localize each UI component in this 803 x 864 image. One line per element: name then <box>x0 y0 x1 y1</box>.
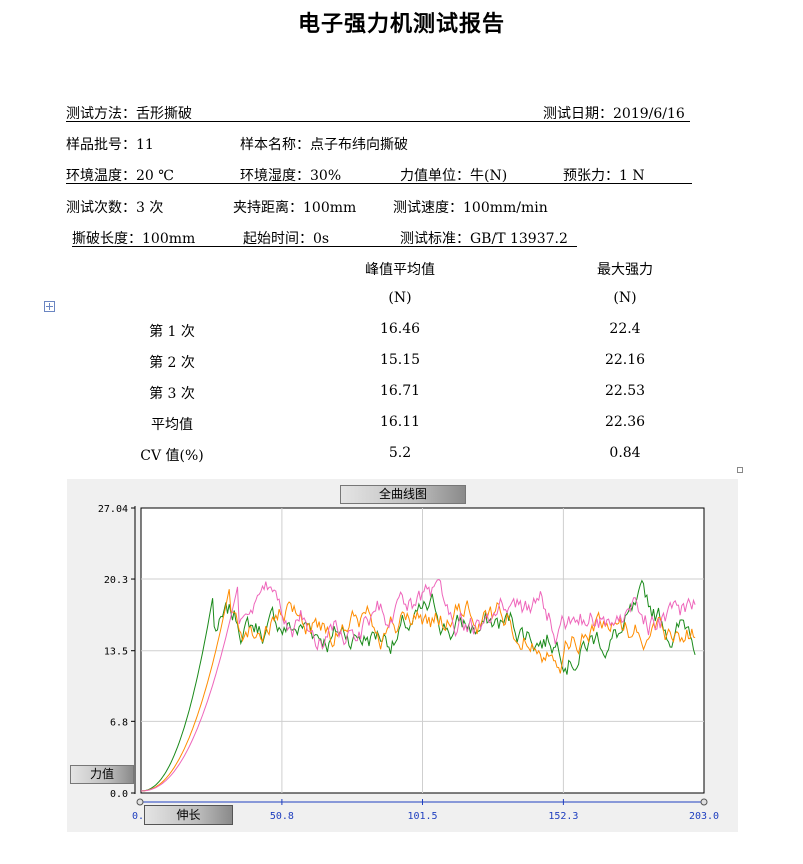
report-title: 电子强力机测试报告 <box>297 11 505 37</box>
chart-title-button[interactable]: 全曲线图 <box>340 485 466 504</box>
cell-peak-avg: 15.15 <box>379 352 421 368</box>
pretension: 预张力：1 N <box>563 168 645 184</box>
row-label: CV 值(%) <box>140 448 204 464</box>
force-unit: 力值单位：牛(N) <box>400 168 508 184</box>
clamp-distance: 夹持距离：100mm <box>233 200 357 216</box>
row-label: 第 1 次 <box>149 324 195 340</box>
header-max-force: 最大强力 <box>597 262 653 278</box>
test-count: 测试次数：3 次 <box>66 200 164 216</box>
table-move-handle-icon[interactable] <box>44 301 55 312</box>
cell-max-force: 22.53 <box>604 383 646 399</box>
y-tick-label: 0.0 <box>110 789 128 800</box>
test-standard: 测试标准：GB/T 13937.2 <box>400 231 568 247</box>
y-tick-label: 13.5 <box>104 647 128 658</box>
cell-peak-avg: 16.11 <box>379 414 421 430</box>
x-axis-end-handle <box>700 798 708 806</box>
row-label: 第 3 次 <box>149 386 195 402</box>
test-method: 测试方法：舌形撕破 <box>66 106 192 122</box>
cell-peak-avg: 16.71 <box>379 383 421 399</box>
start-time: 起始时间：0s <box>243 231 330 247</box>
y-tick-label: 27.04 <box>98 504 128 515</box>
sample-name: 样本名称：点子布纬向撕破 <box>240 137 408 153</box>
unit-max-force: (N) <box>613 290 637 306</box>
x-tick-label: 0.0 <box>132 811 150 822</box>
divider-3 <box>72 246 577 247</box>
series-line-3 <box>141 578 696 792</box>
series-line-2 <box>141 589 696 792</box>
x-tick-label: 50.8 <box>270 811 294 822</box>
tear-length: 撕破长度：100mm <box>72 231 196 247</box>
y-tick-label: 20.3 <box>104 575 128 586</box>
cell-max-force: 22.4 <box>609 321 641 337</box>
test-speed: 测试速度：100mm/min <box>393 200 548 216</box>
x-tick-label: 152.3 <box>548 811 578 822</box>
cell-max-force: 0.84 <box>609 445 641 461</box>
chart-panel: 0.0 6.8 13.5 20.3 27.04 0.0 50.8 101.5 152.3 203.… <box>67 479 738 832</box>
x-axis-slider-handle <box>136 798 144 806</box>
series-line-1 <box>140 579 696 792</box>
env-humidity: 环境湿度：30% <box>240 168 342 184</box>
cell-max-force: 22.36 <box>604 414 646 430</box>
env-temp: 环境温度：20 ℃ <box>66 168 174 184</box>
divider-1 <box>66 121 690 122</box>
cell-peak-avg: 16.46 <box>379 321 421 337</box>
chart-resize-handle[interactable] <box>737 467 743 473</box>
y-tick-label: 6.8 <box>110 717 128 728</box>
row-label: 平均值 <box>151 417 193 433</box>
full-curve-chart: 0.0 6.8 13.5 20.3 27.04 0.0 50.8 101.5 152.3 203.… <box>98 504 719 822</box>
x-tick-label: 101.5 <box>407 811 437 822</box>
x-tick-label: 203.0 <box>689 811 719 822</box>
test-date: 测试日期：2019/6/16 <box>543 106 685 122</box>
x-axis-label-button[interactable]: 伸长 <box>144 805 233 825</box>
divider-2 <box>66 183 692 184</box>
sample-batch: 样品批号：11 <box>66 137 154 153</box>
unit-peak-avg: (N) <box>388 290 412 306</box>
cell-max-force: 22.16 <box>604 352 646 368</box>
header-peak-avg: 峰值平均值 <box>365 262 435 278</box>
row-label: 第 2 次 <box>149 355 195 371</box>
y-axis-label-button[interactable]: 力值 <box>70 765 134 784</box>
cell-peak-avg: 5.2 <box>388 445 412 461</box>
